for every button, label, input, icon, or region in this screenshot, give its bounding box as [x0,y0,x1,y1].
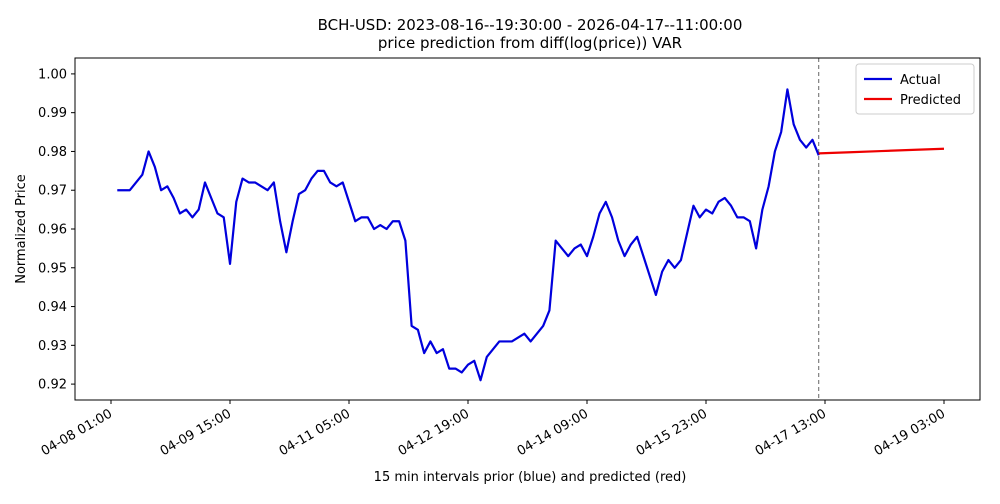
y-tick-label: 0.95 [38,261,67,276]
chart-title: BCH-USD: 2023-08-16--19:30:00 - 2026-04-… [318,16,743,34]
legend-label: Actual [900,73,941,88]
y-tick-label: 1.00 [38,67,67,82]
legend-label: Predicted [900,93,961,108]
y-axis-label: Normalized Price [14,174,29,284]
legend-box [855,63,975,115]
y-tick-label: 0.99 [38,106,67,121]
series-line [818,147,945,155]
y-tick-label: 0.94 [38,300,67,315]
plot-frame [74,57,981,401]
y-tick-label: 0.93 [38,339,67,354]
y-tick-label: 0.98 [38,145,67,160]
y-tick-label: 0.96 [38,223,67,238]
chart-subtitle: price prediction from diff(log(price)) V… [378,34,682,52]
y-tick-label: 0.97 [38,184,67,199]
x-axis-label: 15 min intervals prior (blue) and predic… [374,470,687,485]
y-tick-label: 0.92 [38,378,67,393]
legend: Actual Predicted [855,63,975,115]
series-line [117,88,820,382]
